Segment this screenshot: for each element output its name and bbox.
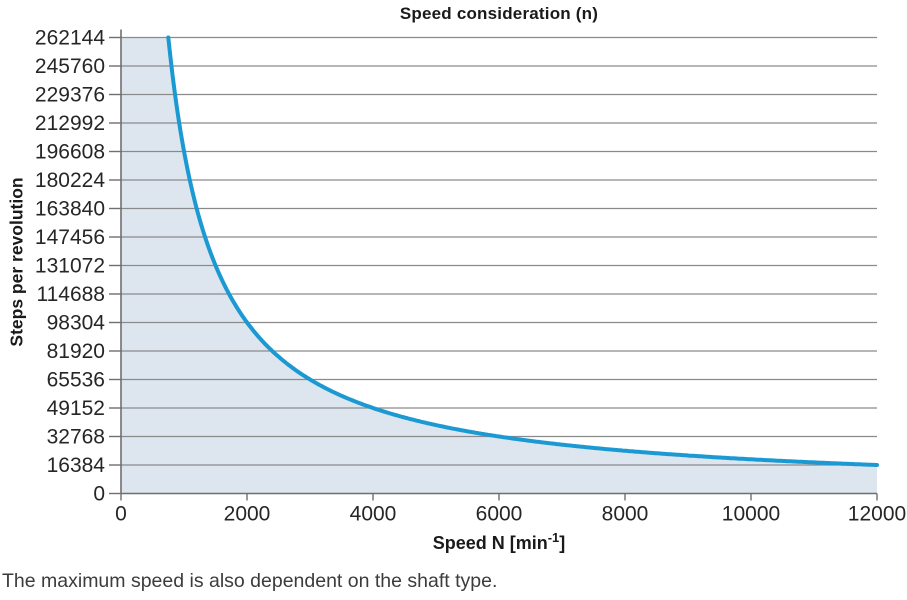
y-axis-title: Steps per revolution bbox=[6, 177, 27, 347]
x-axis-title-superscript: -1 bbox=[547, 530, 560, 545]
y-tick-label-262144: 262144 bbox=[35, 27, 105, 50]
y-tick-label-163840: 163840 bbox=[35, 198, 105, 221]
y-tick-label-16384: 16384 bbox=[47, 454, 106, 477]
speed-steps-curve bbox=[166, 35, 879, 467]
x-tick-label-6000: 6000 bbox=[476, 503, 523, 526]
x-axis-title-text: Speed N [min bbox=[432, 533, 548, 553]
x-tick-label-2000: 2000 bbox=[224, 503, 271, 526]
y-tick-label-0: 0 bbox=[93, 483, 105, 506]
x-axis-title: Speed N [min-1] bbox=[121, 530, 877, 554]
chart-title: Speed consideration (n) bbox=[399, 4, 599, 23]
y-tick-label-180224: 180224 bbox=[35, 169, 105, 192]
figure-caption: The maximum speed is also dependent on t… bbox=[2, 570, 498, 592]
y-tick-label-65536: 65536 bbox=[47, 369, 105, 392]
x-axis-title-suffix: ] bbox=[559, 533, 566, 553]
y-tick-label-131072: 131072 bbox=[35, 255, 105, 278]
y-tick-label-245760: 245760 bbox=[35, 55, 105, 78]
y-tick-label-212992: 212992 bbox=[35, 112, 105, 135]
y-tick-label-98304: 98304 bbox=[47, 312, 106, 335]
y-tick-label-32768: 32768 bbox=[47, 426, 105, 449]
x-tick-label-10000: 10000 bbox=[722, 503, 780, 526]
x-tick-label-0: 0 bbox=[115, 503, 127, 526]
y-tick-label-114688: 114688 bbox=[36, 283, 105, 306]
y-tick-label-196608: 196608 bbox=[35, 141, 105, 164]
y-tick-label-147456: 147456 bbox=[35, 226, 105, 249]
y-tick-label-229376: 229376 bbox=[35, 84, 105, 107]
x-tick-label-12000: 12000 bbox=[848, 503, 906, 526]
x-tick-label-8000: 8000 bbox=[602, 503, 649, 526]
y-tick-label-81920: 81920 bbox=[47, 340, 105, 363]
y-tick-label-49152: 49152 bbox=[47, 397, 105, 420]
x-tick-label-4000: 4000 bbox=[350, 503, 397, 526]
